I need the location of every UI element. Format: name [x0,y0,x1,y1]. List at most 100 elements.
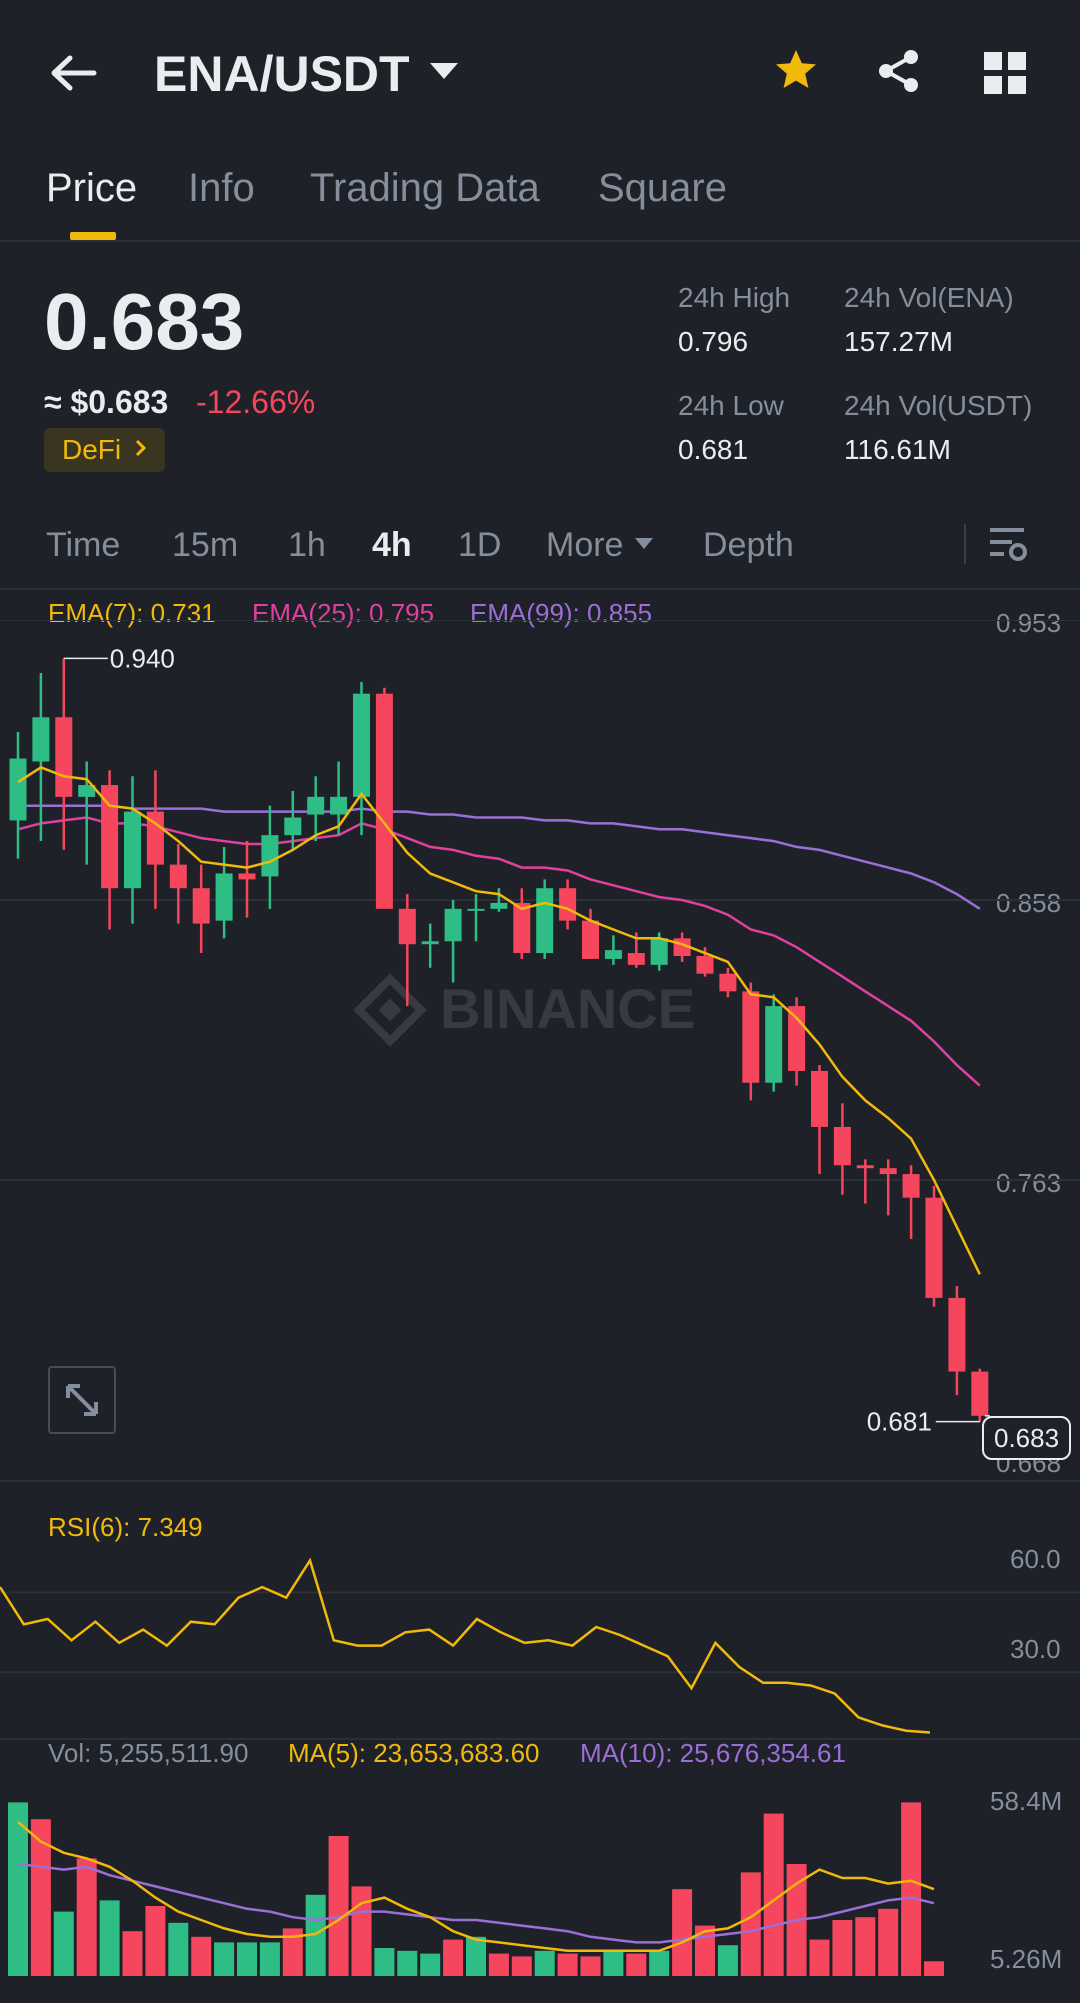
volume-bar [695,1925,715,1976]
candle-body [307,796,325,815]
timeframe-4h[interactable]: 4h [372,526,412,564]
candle [582,908,599,959]
pair-selector[interactable]: ENA/USDT [154,44,458,104]
category-tag[interactable]: DeFi [44,428,166,472]
volume-bar [305,1894,326,1976]
volume-bar [8,1802,28,1976]
volume-bar [878,1908,899,1976]
tab-price[interactable]: Price [46,166,138,210]
volume-bar [717,1945,738,1976]
section-divider [0,1738,1080,1740]
candle-body [467,908,485,911]
candle [307,776,325,842]
volume-axis-label: 5.26M [990,1944,1063,1974]
candle-body [696,956,714,974]
candle-body [330,796,348,815]
volume-bar [328,1836,349,1976]
volume-bar [511,1956,532,1976]
current-price-label: 0.683 [994,1422,1060,1453]
toolbar-divider [964,524,966,564]
candle [536,879,554,959]
top-bar: ENA/USDT [0,0,1080,150]
candle-body [948,1297,966,1372]
candle-body [215,873,233,921]
candle [9,732,27,859]
candle-body [398,908,416,945]
ema25-line [17,816,981,1087]
volume-bar [145,1906,166,1976]
pair-title: ENA/USDT [154,46,410,102]
volume-bar [214,1942,235,1976]
candle [719,967,737,998]
timeframe-depth[interactable]: Depth [703,526,794,564]
volume-bar [53,1911,74,1976]
stat-vol-usdt-value: 116.61M [844,434,951,465]
ema7-line [17,766,981,1275]
candle-body [856,1165,874,1169]
tab-info[interactable]: Info [188,166,255,210]
candle-body [169,864,187,889]
candle-body [146,811,164,865]
candle-body [101,785,119,889]
candle-body [192,888,210,924]
volume-bar [901,1802,922,1976]
candle [856,1159,874,1204]
timeframe-1d[interactable]: 1D [458,526,502,564]
candle-body [261,835,279,877]
volume-legend: Vol: 5,255,511.90 [48,1738,249,1768]
tab-square[interactable]: Square [598,166,727,210]
volume-bar [603,1950,624,1976]
volume-bar [626,1953,647,1976]
binance-watermark: BINANCE [353,973,695,1047]
candle-body [582,920,599,959]
timeframe-time[interactable]: Time [46,526,121,564]
candle [833,1103,851,1195]
candle-body [78,785,96,797]
candle-body [536,888,554,954]
candle [146,770,164,909]
candle [444,900,462,983]
stat-high-value: 0.796 [678,326,749,357]
candle [398,894,416,1007]
candle-body [353,693,370,797]
candle-body [925,1197,943,1298]
volume-ma5-line [17,1821,935,1953]
candle-body [55,717,73,797]
candle [375,687,393,909]
expand-icon [66,1384,98,1416]
candle-body [124,811,141,889]
candle [902,1165,920,1239]
ma5-legend: MA(5): 23,653,683.60 [288,1738,540,1768]
favorite-star-icon[interactable] [772,46,820,99]
back-arrow-icon[interactable] [46,50,102,96]
volume-bar [443,1939,464,1976]
tab-trading-data[interactable]: Trading Data [310,166,540,210]
candle [811,1065,828,1175]
timeframe-more-label: More [546,526,624,564]
timeframe-15m[interactable]: 15m [172,526,239,564]
timeframe-more[interactable]: More [546,526,654,565]
candle-body [238,873,256,880]
timeframe-1h[interactable]: 1h [288,526,326,564]
candle [879,1159,897,1216]
candle [353,681,370,836]
candle [238,841,256,918]
candle-body [490,902,508,909]
candle [78,761,96,865]
expand-chart-button[interactable] [48,1366,116,1434]
candle-body [284,817,302,836]
candle-body [833,1126,851,1166]
chart-settings-icon[interactable] [988,524,1028,569]
volume-bar [259,1942,280,1976]
price-change: -12.66% [196,384,316,420]
price-axis-label: 0.953 [996,608,1062,638]
grid-menu-icon[interactable] [984,52,1026,99]
candlestick-chart[interactable]: BINANCE 0.940 0.681 [0,620,1080,1480]
share-icon[interactable] [876,48,922,99]
candle-body [32,717,50,762]
volume-bar [557,1953,578,1976]
volume-bar [191,1936,212,1976]
candle [788,997,806,1086]
candle [32,673,50,842]
candle-body [421,941,439,945]
